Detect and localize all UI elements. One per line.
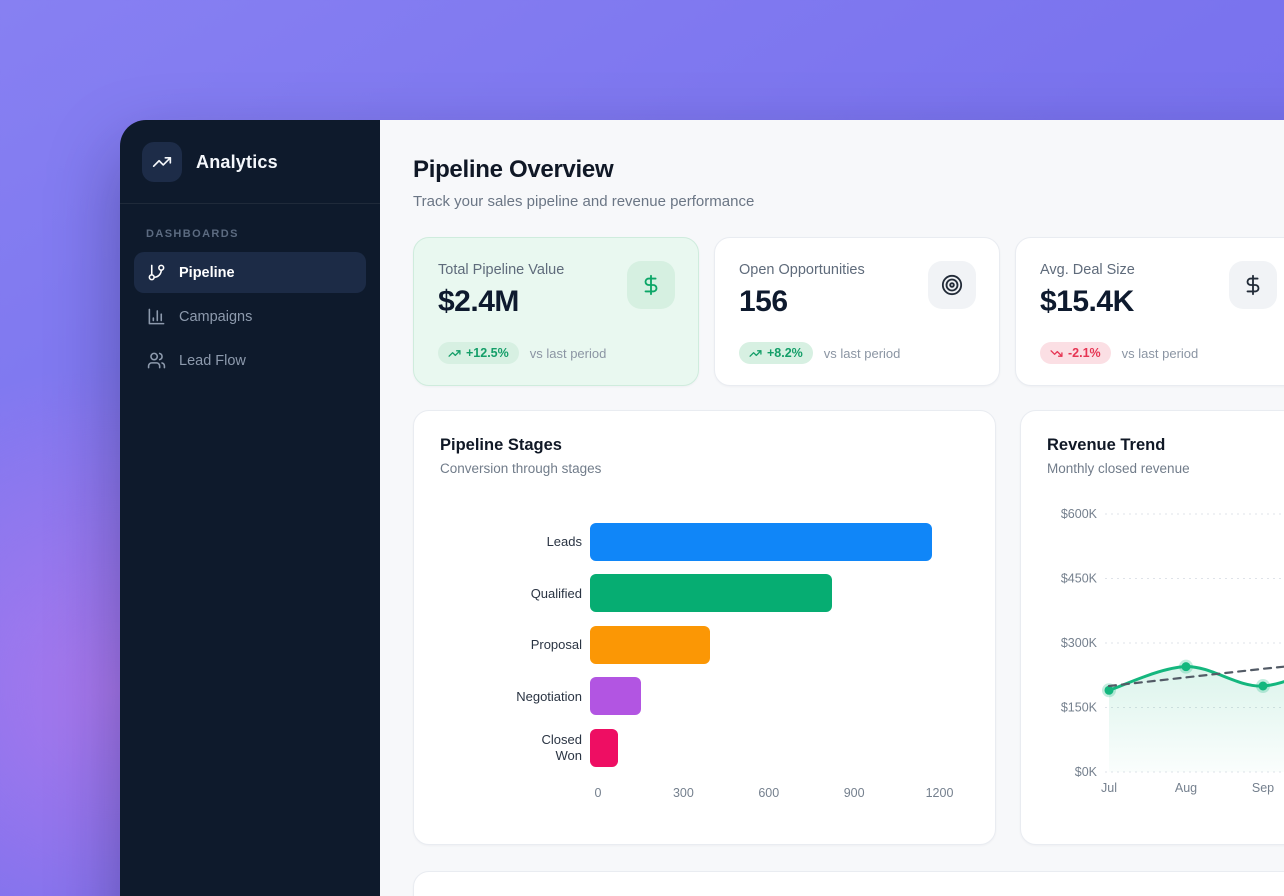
sidebar: Analytics DASHBOARDS Pipeline Campaigns bbox=[120, 120, 380, 896]
bar-category-label: Proposal bbox=[530, 637, 582, 653]
chart-title: Pipeline Stages bbox=[440, 436, 562, 454]
brand: Analytics bbox=[120, 120, 380, 204]
x-tick-label: 900 bbox=[843, 785, 865, 800]
pipeline-bars: Leads Qualified Proposal Negotiation Closed … bbox=[440, 516, 969, 774]
bar-row: Proposal bbox=[440, 619, 969, 671]
revenue-line-chart[interactable]: $0K$150K$300K$450K$600KJulAugSepOct bbox=[1047, 496, 1284, 796]
compare-text: vs last period bbox=[529, 345, 607, 361]
revenue-trend-card: Revenue Trend Monthly closed revenue $0K… bbox=[1020, 410, 1284, 845]
bar-track bbox=[590, 522, 969, 561]
chart-title: Revenue Trend bbox=[1047, 436, 1166, 454]
delta-badge: -2.1% bbox=[1040, 342, 1111, 364]
app-window: Analytics DASHBOARDS Pipeline Campaigns bbox=[120, 120, 1284, 896]
bottom-card-clipped bbox=[413, 871, 1284, 896]
bar-chart-x-axis: 0 300 600 900 1200 bbox=[594, 785, 969, 804]
bar-track bbox=[590, 574, 969, 613]
kpi-card-open-opportunities: Open Opportunities 156 +8.2% vs last per… bbox=[714, 237, 1000, 386]
bar-track bbox=[590, 677, 969, 716]
x-tick-label: 0 bbox=[594, 785, 602, 800]
bar-closed-won[interactable] bbox=[590, 728, 618, 767]
trend-line[interactable] bbox=[1107, 661, 1284, 688]
dollar-icon bbox=[627, 261, 675, 309]
bar-row: Qualified bbox=[440, 568, 969, 620]
y-tick-label: $150K bbox=[1061, 701, 1098, 715]
sidebar-nav: Pipeline Campaigns Lead Flow bbox=[120, 252, 380, 381]
trending-up-icon bbox=[749, 349, 762, 357]
compare-text: vs last period bbox=[1121, 345, 1199, 361]
sidebar-item-lead-flow[interactable]: Lead Flow bbox=[134, 340, 366, 381]
data-point[interactable] bbox=[1104, 685, 1114, 695]
y-tick-label: $0K bbox=[1075, 765, 1098, 779]
bar-category-label: Qualified bbox=[530, 585, 582, 601]
kpi-value: 156 bbox=[739, 285, 788, 318]
x-tick-label: 1200 bbox=[925, 785, 954, 800]
target-icon bbox=[928, 261, 976, 309]
bar-chart-icon bbox=[148, 308, 165, 325]
delta-badge: +12.5% bbox=[438, 342, 519, 364]
area-fill bbox=[1109, 666, 1284, 772]
chart-subtitle: Conversion through stages bbox=[440, 461, 602, 476]
kpi-card-avg-deal-size: Avg. Deal Size $15.4K -2.1% vs last peri… bbox=[1015, 237, 1284, 386]
sidebar-section-label: DASHBOARDS bbox=[146, 228, 239, 240]
trending-up-icon bbox=[448, 349, 461, 357]
charts-row: Pipeline Stages Conversion through stage… bbox=[413, 410, 1284, 845]
bar-row: Negotiation bbox=[440, 671, 969, 723]
kpi-label: Total Pipeline Value bbox=[438, 262, 565, 278]
pipeline-stages-card: Pipeline Stages Conversion through stage… bbox=[413, 410, 996, 845]
kpi-value: $2.4M bbox=[438, 285, 519, 318]
sidebar-item-pipeline[interactable]: Pipeline bbox=[134, 252, 366, 293]
trending-up-logo-icon bbox=[142, 142, 182, 182]
revenue-line[interactable] bbox=[1107, 658, 1284, 692]
y-tick-label: $450K bbox=[1061, 572, 1098, 586]
x-tick-label: 300 bbox=[672, 785, 694, 800]
data-point[interactable] bbox=[1181, 662, 1191, 672]
kpi-row: Total Pipeline Value $2.4M +12.5% vs las… bbox=[413, 237, 1284, 386]
brand-name: Analytics bbox=[196, 151, 278, 172]
bar-category-label: Negotiation bbox=[516, 688, 582, 704]
dollar-icon bbox=[1229, 261, 1277, 309]
x-tick-label: Aug bbox=[1175, 781, 1197, 795]
bar-track bbox=[590, 728, 969, 767]
bar-qualified[interactable] bbox=[590, 574, 832, 613]
users-icon bbox=[147, 352, 166, 369]
bar-track bbox=[590, 625, 969, 664]
chart-subtitle: Monthly closed revenue bbox=[1047, 461, 1190, 476]
y-tick-label: $300K bbox=[1061, 636, 1098, 650]
sidebar-item-campaigns[interactable]: Campaigns bbox=[134, 296, 366, 337]
x-tick-label: 600 bbox=[758, 785, 780, 800]
x-tick-label: Jul bbox=[1101, 781, 1117, 795]
bar-leads[interactable] bbox=[590, 522, 932, 561]
kpi-label: Open Opportunities bbox=[739, 262, 865, 278]
sidebar-item-label: Pipeline bbox=[179, 264, 235, 281]
bar-category-label: Closed Won bbox=[541, 732, 582, 763]
bar-proposal[interactable] bbox=[590, 625, 710, 664]
kpi-value: $15.4K bbox=[1040, 285, 1134, 318]
kpi-card-total-pipeline-value: Total Pipeline Value $2.4M +12.5% vs las… bbox=[413, 237, 699, 386]
bar-row: Closed Won bbox=[440, 722, 969, 774]
bar-negotiation[interactable] bbox=[590, 677, 642, 716]
kpi-label: Avg. Deal Size bbox=[1040, 262, 1135, 278]
main-content: Pipeline Overview Track your sales pipel… bbox=[380, 120, 1284, 896]
x-tick-label: Sep bbox=[1252, 781, 1274, 795]
page-title: Pipeline Overview bbox=[413, 156, 614, 183]
bar-row: Leads bbox=[440, 516, 969, 568]
compare-text: vs last period bbox=[823, 345, 901, 361]
sidebar-item-label: Campaigns bbox=[179, 308, 253, 325]
data-point[interactable] bbox=[1258, 681, 1268, 691]
delta-badge: +8.2% bbox=[739, 342, 813, 364]
trending-down-icon bbox=[1050, 349, 1063, 357]
pipeline-branch-icon bbox=[148, 264, 165, 281]
page-subtitle: Track your sales pipeline and revenue pe… bbox=[413, 193, 755, 210]
y-tick-label: $600K bbox=[1061, 507, 1098, 521]
sidebar-item-label: Lead Flow bbox=[179, 352, 246, 369]
bar-category-label: Leads bbox=[546, 534, 582, 550]
